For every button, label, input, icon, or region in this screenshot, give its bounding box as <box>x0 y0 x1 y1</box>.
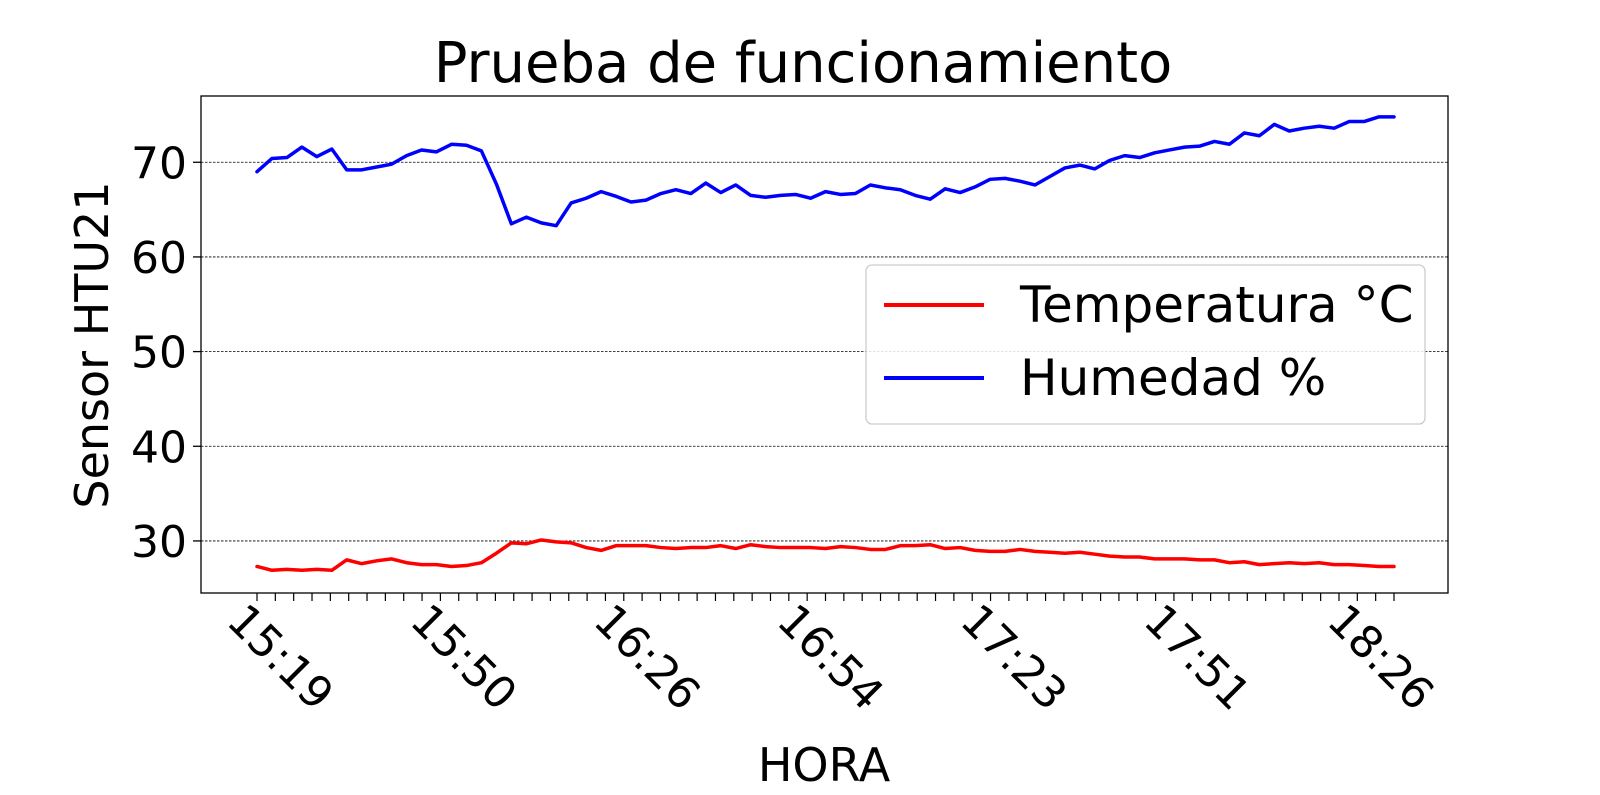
x-tick-label-1626: 16:26 <box>584 595 710 721</box>
y-tick-label-50: 50 <box>131 328 187 379</box>
y-axis-label: Sensor HTU21 <box>65 181 119 508</box>
x-axis-label: HORA <box>758 738 891 792</box>
legend-label-humidity: Humedad % <box>1020 349 1326 407</box>
y-tick-label-30: 30 <box>131 517 187 568</box>
x-tick-label-1751: 17:51 <box>1134 595 1260 721</box>
plot-frame <box>200 95 1449 594</box>
x-tick-label-1723: 17:23 <box>951 595 1077 721</box>
legend-box <box>865 264 1426 425</box>
x-tick-label-1519: 15:19 <box>217 595 343 721</box>
series-line-temperature <box>255 538 1396 573</box>
y-tick-label-70: 70 <box>131 138 187 189</box>
x-tick-label-1826: 18:26 <box>1318 595 1444 721</box>
x-axis-ticks: 15:19 15:50 16:26 16:54 17:23 17:51 18:26 <box>217 593 1443 720</box>
x-tick-label-1550: 15:50 <box>401 595 527 721</box>
y-tick-label-60: 60 <box>131 233 187 284</box>
y-tick-label-40: 40 <box>131 422 187 473</box>
series-line-humidity <box>255 115 1396 228</box>
legend: Temperatura °C Humedad % <box>865 264 1426 425</box>
x-tick-label-1654: 16:54 <box>767 595 893 721</box>
legend-label-temperature: Temperatura °C <box>1019 276 1414 334</box>
chart-title: Prueba de funcionamiento <box>434 31 1173 96</box>
y-axis-ticks: 30 40 50 60 70 <box>131 138 201 568</box>
series-lines <box>255 115 1396 573</box>
